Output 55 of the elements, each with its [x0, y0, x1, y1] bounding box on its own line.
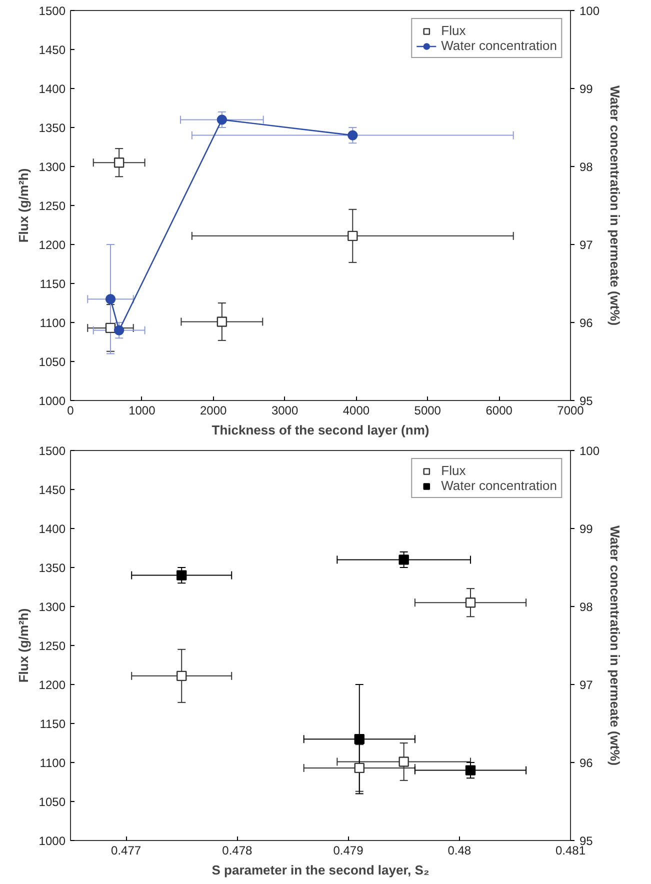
- y-tick-label: 1150: [40, 717, 66, 731]
- x-tick-label: 6000: [486, 404, 513, 418]
- x-tick-label: 5000: [414, 404, 442, 418]
- y2-tick-label: 98: [580, 160, 594, 174]
- y-axis-title: Flux (g/m²h): [16, 168, 31, 243]
- y-tick-label: 1350: [38, 121, 66, 135]
- y-tick-label: 1100: [40, 756, 66, 770]
- x-axis-title: Thickness of the second layer (nm): [212, 422, 430, 438]
- legend-label: Water concentration: [441, 38, 557, 53]
- x-tick-label: 0: [67, 404, 74, 418]
- y2-tick-label: 96: [580, 316, 594, 330]
- x-tick-label: 2000: [200, 404, 228, 418]
- y2-axis-title: Water concentration in permeate (wt%): [608, 85, 623, 326]
- y-tick-label: 1050: [38, 795, 66, 809]
- x-tick-label: 0.48: [448, 844, 472, 858]
- y-tick-label: 1050: [38, 355, 66, 369]
- x-tick-label: 7000: [557, 404, 584, 418]
- x-tick-label: 0.477: [111, 844, 142, 858]
- legend-label: Flux: [441, 23, 466, 38]
- y-tick-label: 1400: [38, 522, 66, 536]
- y2-tick-label: 96: [580, 756, 594, 770]
- x-tick-label: 0.479: [333, 844, 364, 858]
- x-axis-title: S parameter in the second layer, S₂: [212, 862, 430, 878]
- x-tick-label: 3000: [271, 404, 298, 418]
- x-tick-label: 0.481: [555, 844, 586, 858]
- y-tick-label: 1250: [38, 639, 66, 653]
- y-tick-label: 1100: [40, 316, 66, 330]
- y-tick-label: 1300: [38, 160, 66, 174]
- x-tick-label: 4000: [342, 404, 370, 418]
- y-tick-label: 1500: [38, 444, 66, 458]
- y-tick-label: 1300: [38, 600, 66, 614]
- y-tick-label: 1450: [38, 483, 66, 497]
- y2-tick-label: 100: [580, 4, 600, 18]
- y-tick-label: 1150: [40, 277, 66, 291]
- y2-tick-label: 99: [580, 82, 594, 96]
- y-tick-label: 1400: [38, 82, 66, 96]
- y-tick-label: 1000: [38, 394, 66, 408]
- y2-tick-label: 97: [580, 678, 594, 692]
- y2-tick-label: 98: [580, 600, 594, 614]
- y-tick-label: 1200: [38, 678, 66, 692]
- y2-tick-label: 100: [580, 444, 600, 458]
- y2-tick-label: 97: [580, 238, 594, 252]
- y2-axis-title: Water concentration in permeate (wt%): [608, 525, 623, 766]
- y-tick-label: 1200: [38, 238, 66, 252]
- y2-tick-label: 99: [580, 522, 594, 536]
- x-tick-label: 0.478: [222, 844, 253, 858]
- y-tick-label: 1350: [38, 561, 66, 575]
- y-tick-label: 1000: [38, 834, 66, 848]
- y-tick-label: 1250: [38, 199, 66, 213]
- legend-label: Flux: [441, 463, 466, 478]
- x-tick-label: 1000: [128, 404, 156, 418]
- legend-label: Water concentration: [441, 478, 557, 493]
- y-tick-label: 1450: [38, 43, 66, 57]
- y-tick-label: 1500: [38, 4, 66, 18]
- y-axis-title: Flux (g/m²h): [16, 608, 31, 683]
